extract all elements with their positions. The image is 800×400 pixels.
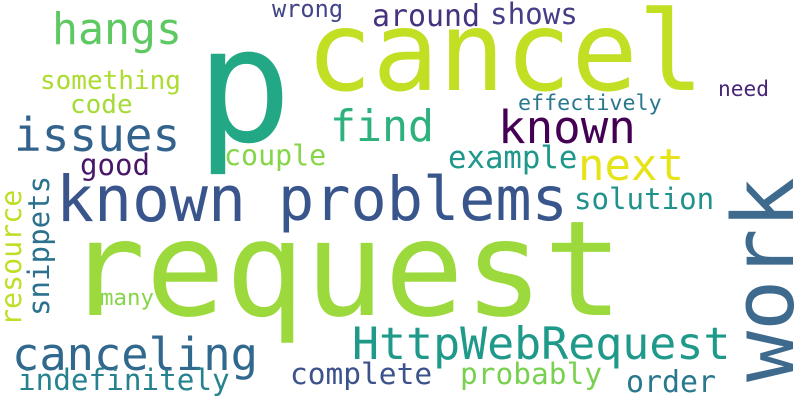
word-cancel: cancel [306,0,705,116]
word-good: good [80,147,151,182]
word-known: known [56,162,246,237]
word-hangs: hangs [52,5,183,56]
word-solution: solution [574,181,715,216]
word-shows: shows [490,0,578,32]
word-effectively: effectively [518,91,662,117]
word-snippets: snippets [21,175,56,316]
word-probably: probably [460,357,603,392]
word-order: order [626,365,716,400]
word-next: next [578,140,684,191]
word-issues: issues [14,108,181,162]
word-need: need [718,76,770,102]
word-wrong: wrong [272,0,344,24]
word-httpwebrequest: HttpWebRequest [352,316,731,370]
word-indefinitely: indefinitely [18,363,230,398]
word-code: code [70,90,133,120]
word-p: p [196,0,293,180]
word-many: many [100,284,154,311]
word-around: around [372,0,480,34]
word-example: example [448,140,578,176]
word-work: work [714,177,800,382]
word-something: something [40,66,181,96]
word-couple: couple [224,138,327,172]
word-problems: problems [278,164,568,235]
word-canceling: canceling [12,328,258,382]
word-known-2: known [498,100,636,155]
word-find: find [330,102,435,153]
word-request: request [66,192,624,347]
word-complete: complete [290,357,433,392]
